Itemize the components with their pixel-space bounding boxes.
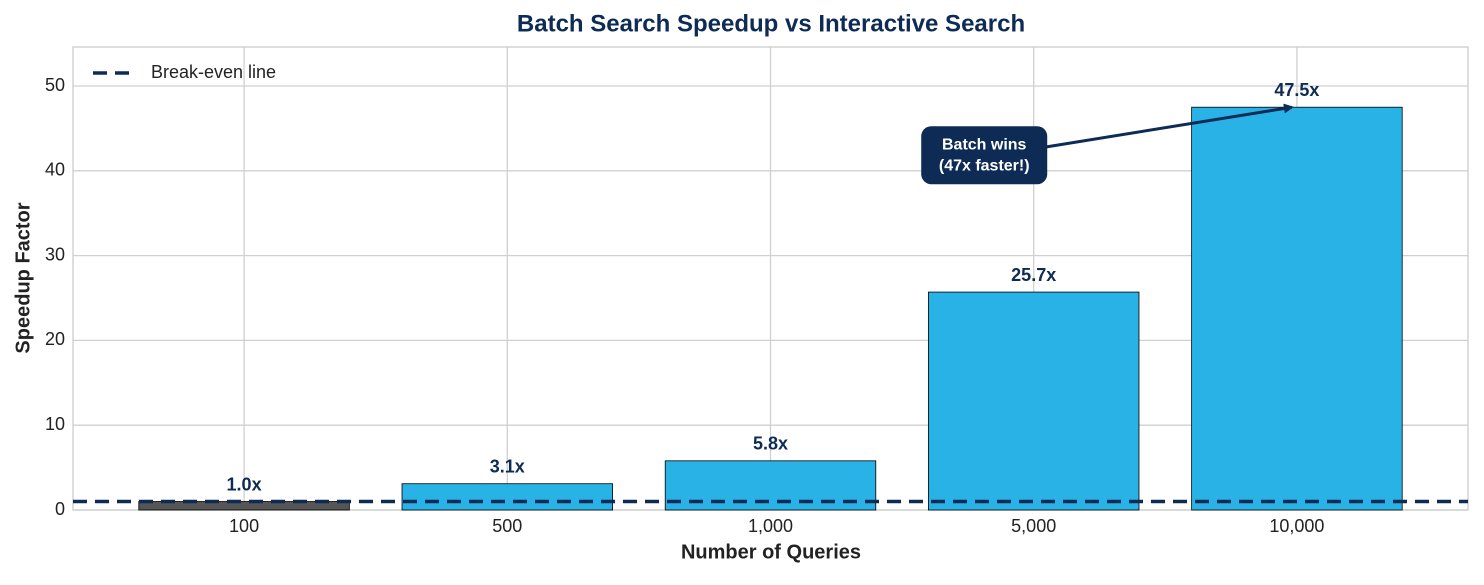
y-tick-label: 50 — [45, 75, 65, 95]
value-label: 25.7x — [1011, 265, 1056, 285]
value-label: 5.8x — [753, 434, 788, 454]
x-tick-label: 5,000 — [1011, 516, 1056, 536]
x-tick-label: 10,000 — [1269, 516, 1324, 536]
x-tick-label: 1,000 — [748, 516, 793, 536]
y-tick-label: 30 — [45, 244, 65, 264]
bar — [928, 291, 1140, 511]
y-tick-label: 10 — [45, 414, 65, 434]
annotation-text: (47x faster!) — [939, 157, 1030, 174]
annotation-text: Batch wins — [942, 136, 1027, 153]
value-label: 47.5x — [1274, 80, 1319, 100]
y-tick-label: 0 — [55, 499, 65, 519]
bar — [401, 483, 613, 511]
x-tick-label: 500 — [492, 516, 522, 536]
bar — [1191, 106, 1403, 511]
annotation-box — [921, 126, 1048, 185]
x-axis-label: Number of Queries — [681, 541, 861, 563]
annotation-arrow — [1043, 103, 1294, 149]
y-tick-label: 20 — [45, 329, 65, 349]
y-axis-label: Speedup Factor — [12, 202, 34, 353]
value-label: 1.0x — [227, 474, 262, 494]
x-tick-label: 100 — [229, 516, 259, 536]
legend-label: Break-even line — [151, 62, 276, 82]
y-tick-label: 40 — [45, 160, 65, 180]
bar — [138, 501, 350, 511]
chart-title: Batch Search Speedup vs Interactive Sear… — [517, 10, 1025, 37]
value-label: 3.1x — [490, 456, 525, 476]
